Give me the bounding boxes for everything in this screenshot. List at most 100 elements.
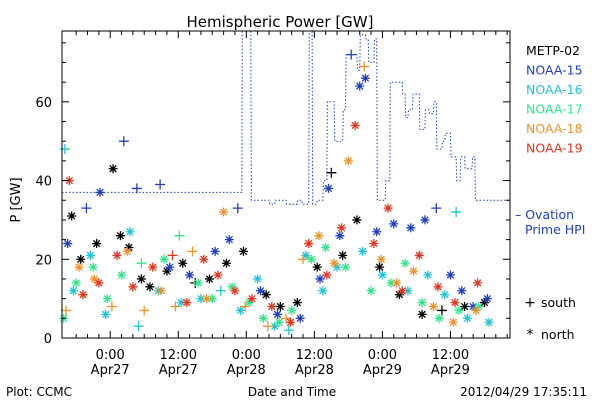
data-point-metp-02-north — [479, 298, 489, 308]
data-points — [59, 49, 494, 336]
y-tick-label: 0 — [44, 332, 52, 347]
x-tick-date-label: Apr28 — [295, 363, 334, 378]
data-point-noaa-17-north — [341, 262, 351, 272]
data-point-noaa-17-north — [117, 270, 127, 280]
data-point-noaa-17-north — [258, 313, 268, 323]
data-point-noaa-18-north — [74, 262, 84, 272]
data-point-noaa-19-north — [213, 270, 223, 280]
data-point-noaa-17-north — [244, 298, 254, 308]
data-point-noaa-19-north — [148, 262, 158, 272]
data-point-noaa-16-north — [85, 250, 95, 260]
data-point-noaa-16-north — [332, 262, 342, 272]
legend-entry-metp-02: METP-02 — [526, 43, 580, 58]
x-tick-date-label: Apr29 — [431, 363, 470, 378]
data-point-noaa-17-north — [454, 305, 464, 315]
x-tick-time-label: 0:00 — [232, 348, 261, 363]
data-point-noaa-15-north — [406, 223, 416, 233]
legend-entry-noaa-19: NOAA-19 — [526, 141, 583, 156]
data-point-metp-02-north — [108, 164, 118, 174]
data-point-noaa-18-south — [240, 301, 251, 312]
data-point-noaa-19-north — [397, 286, 407, 296]
legend-entry-noaa-15: NOAA-15 — [526, 63, 583, 78]
data-point-metp-02-north — [204, 274, 214, 284]
data-point-metp-02-north — [292, 298, 302, 308]
data-point-noaa-19-north — [383, 203, 393, 213]
data-point-noaa-15-north — [335, 231, 345, 241]
data-point-metp-02-north — [275, 302, 285, 312]
plot-axes: 02040600:00Apr2712:00Apr270:00Apr2812:00… — [35, 30, 511, 378]
data-point-metp-02-north — [394, 290, 404, 300]
data-point-noaa-19-north — [128, 282, 138, 292]
data-point-noaa-15-north — [372, 227, 382, 237]
data-point-noaa-17-north — [227, 282, 237, 292]
x-tick-time-label: 12:00 — [296, 348, 333, 363]
data-point-noaa-16-north — [318, 286, 328, 296]
data-point-noaa-15-south — [155, 179, 166, 190]
data-point-noaa-17-north — [307, 254, 317, 264]
footer-plot-source: Plot: CCMC — [6, 385, 72, 399]
data-point-noaa-18-north — [156, 286, 166, 296]
data-point-noaa-18-south — [60, 305, 71, 316]
data-point-noaa-15-north — [185, 270, 195, 280]
data-point-noaa-15-north — [389, 219, 399, 229]
data-point-metp-02-north — [417, 309, 427, 319]
data-point-noaa-16-north — [68, 286, 78, 296]
data-point-noaa-16-south — [133, 321, 144, 332]
data-point-noaa-15-north — [95, 187, 105, 197]
legend-marker-label-south: south — [541, 295, 576, 310]
data-point-noaa-19-north — [369, 239, 379, 249]
data-point-noaa-19-north — [247, 294, 257, 304]
chart-title: Hemispheric Power [GW] — [187, 13, 374, 31]
data-point-noaa-17-north — [417, 298, 427, 308]
data-point-noaa-18-north — [89, 274, 99, 284]
data-point-noaa-18-north — [219, 207, 229, 217]
data-point-noaa-16-north — [440, 290, 450, 300]
data-point-noaa-16-north — [462, 313, 472, 323]
data-point-noaa-18-north — [376, 254, 386, 264]
footer-timestamp: 2012/04/29 17:35:11 — [460, 385, 587, 399]
data-point-noaa-16-north — [125, 227, 135, 237]
legend-entry-noaa-17: NOAA-17 — [526, 102, 583, 117]
data-point-noaa-16-south — [215, 285, 226, 296]
data-point-noaa-19-north — [112, 250, 122, 260]
data-point-metp-02-north — [67, 211, 77, 221]
data-point-noaa-16-north — [101, 309, 111, 319]
data-point-noaa-15-south — [346, 49, 357, 60]
data-point-metp-02-north — [221, 258, 231, 268]
x-axis-label: Date and Time — [248, 385, 336, 399]
data-point-noaa-19-north — [64, 176, 74, 186]
data-point-noaa-17-north — [434, 313, 444, 323]
data-point-noaa-17-north — [88, 262, 98, 272]
legend-entry-noaa-18: NOAA-18 — [526, 121, 583, 136]
data-point-metp-02-south — [326, 167, 337, 178]
data-point-noaa-19-north — [304, 239, 314, 249]
data-point-noaa-15-south — [118, 136, 129, 147]
data-point-noaa-19-north — [322, 270, 332, 280]
legend-entry-noaa-16: NOAA-16 — [526, 82, 583, 97]
data-point-noaa-17-north — [193, 278, 203, 288]
data-point-metp-02-north — [145, 282, 155, 292]
data-point-noaa-19-north — [350, 120, 360, 130]
data-point-noaa-17-north — [102, 294, 112, 304]
data-point-noaa-19-north — [267, 302, 277, 312]
data-point-noaa-16-north — [423, 270, 433, 280]
data-point-noaa-15-north — [165, 262, 175, 272]
data-point-noaa-16-south — [283, 325, 294, 336]
data-point-noaa-17-south — [174, 230, 185, 241]
data-point-metp-02-north — [261, 290, 271, 300]
data-point-noaa-15-north — [224, 235, 234, 245]
data-point-noaa-17-north — [159, 254, 169, 264]
data-point-noaa-15-north — [445, 270, 455, 280]
data-point-noaa-15-north — [315, 274, 325, 284]
data-point-noaa-19-north — [337, 223, 347, 233]
data-point-noaa-16-north — [403, 286, 413, 296]
data-point-metp-02-north — [115, 231, 125, 241]
data-point-metp-02-north — [92, 239, 102, 249]
data-point-noaa-15-south — [232, 203, 243, 214]
data-point-noaa-19-north — [414, 250, 424, 260]
data-point-metp-02-north — [312, 262, 322, 272]
data-point-noaa-15-south — [81, 203, 92, 214]
y-tick-label: 40 — [35, 175, 52, 190]
data-point-noaa-16-south — [59, 144, 70, 155]
